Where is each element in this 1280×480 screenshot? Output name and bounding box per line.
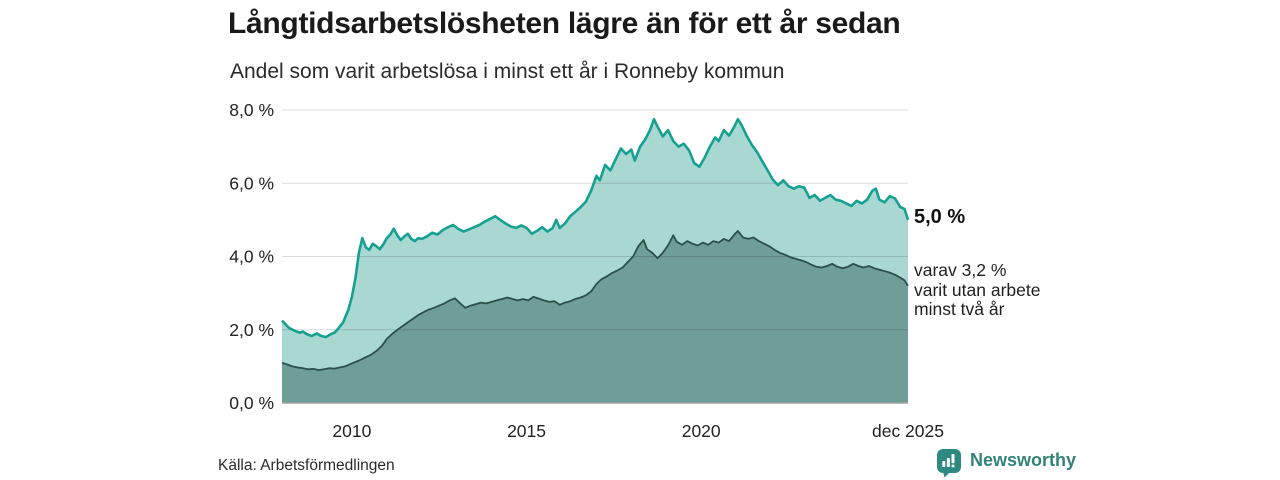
y-tick-label: 4,0 % [229, 247, 274, 267]
brand-name: Newsworthy [970, 449, 1077, 470]
newsworthy-logo-icon [937, 449, 961, 478]
line-two-years [281, 230, 909, 371]
area-series-1 [282, 230, 908, 403]
x-tick-label: 2015 [507, 421, 546, 441]
source-text: Källa: Arbetsförmedlingen [218, 457, 395, 474]
brand-lockup: Newsworthy [936, 448, 1076, 478]
y-tick-label: 0,0 % [229, 393, 274, 413]
x-tick-label: 2010 [332, 421, 371, 441]
two-year-annotation-line2: varit utan arbete [914, 279, 1041, 300]
y-tick-label: 6,0 % [229, 173, 274, 193]
chart-title: Långtidsarbetslösheten lägre än för ett … [228, 7, 901, 40]
y-tick-label: 8,0 % [229, 100, 274, 120]
latest-value-label: 5,0 % [914, 206, 966, 228]
two-year-annotation-line1: varav 3,2 % [914, 260, 1007, 280]
y-tick-label: 2,0 % [229, 320, 274, 340]
x-tick-label: 2020 [682, 421, 721, 441]
chart-subtitle: Andel som varit arbetslösa i minst ett å… [230, 60, 785, 83]
two-year-annotation-line3: minst två år [914, 299, 1005, 319]
line-total [281, 117, 910, 339]
two-year-annotation: varav 3,2 % varit utan arbete minst två … [914, 260, 1041, 320]
x-tick-label: dec 2025 [872, 421, 944, 441]
